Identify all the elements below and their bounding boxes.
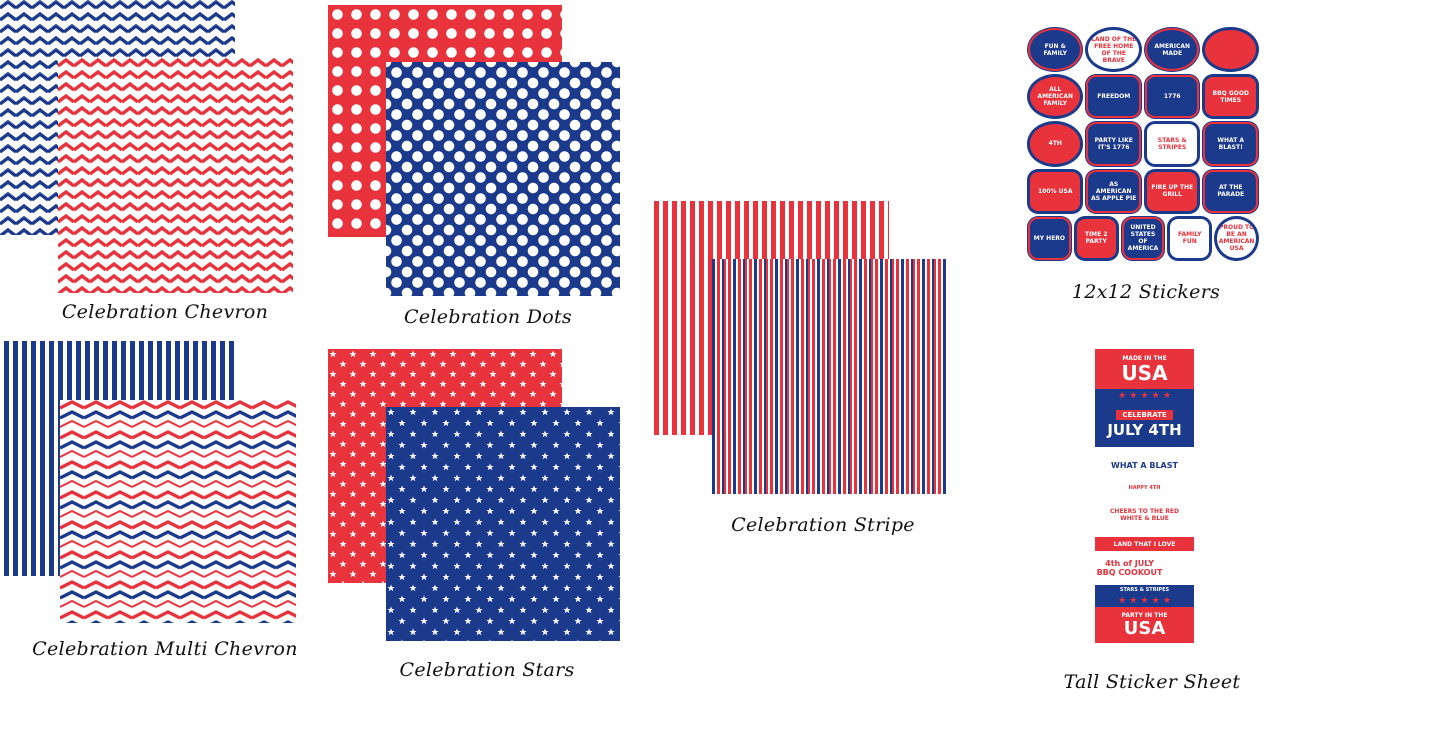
sticker-text: USA	[1121, 360, 1168, 385]
sticker: AT THE PARADE	[1203, 169, 1258, 213]
product-label-chevron: Celebration Chevron	[61, 301, 269, 323]
dots-blue-paper	[386, 62, 620, 296]
stars-blue-paper	[386, 407, 620, 641]
sticker: BBQ GOOD TIMES	[1203, 75, 1258, 119]
stripe-multi-paper	[712, 259, 947, 494]
sticker-text: CELEBRATE	[1116, 410, 1173, 420]
sticker-text: HAPPY 4TH	[1095, 483, 1194, 493]
product-label-stickers: 12x12 Stickers	[1071, 281, 1221, 303]
sticker-text: WHAT A BLAST	[1095, 447, 1194, 483]
sticker: 100% USA	[1028, 169, 1083, 213]
chevron-red-paper	[58, 58, 293, 293]
sticker-text: 4th of JULY BBQ COOKOUT	[1095, 551, 1194, 585]
sticker-text: PARTY IN THE	[1121, 611, 1168, 619]
sticker: AMERICAN MADE	[1144, 28, 1200, 72]
tall-sticker-sheet: MADE IN THE USA ★ ★ ★ ★ ★ CELEBRATE JULY…	[1095, 349, 1194, 643]
sticker: WHAT A BLAST!	[1203, 122, 1258, 166]
product-label-stripe: Celebration Stripe	[731, 514, 915, 536]
sticker: LAND OF THE FREE HOME OF THE BRAVE	[1086, 28, 1141, 72]
sticker-text: MADE IN THE	[1122, 354, 1167, 362]
sticker-text: LAND THAT I LOVE	[1095, 537, 1194, 551]
sticker-sheet-12x12: FUN & FAMILY LAND OF THE FREE HOME OF TH…	[1028, 28, 1258, 260]
sticker-text: STARS & STRIPES	[1119, 587, 1170, 593]
product-label-stars: Celebration Stars	[399, 659, 575, 681]
sticker: AS AMERICAN AS APPLE PIE	[1086, 169, 1141, 213]
sticker: FUN & FAMILY	[1028, 28, 1083, 72]
sticker-text: JULY 4TH	[1107, 421, 1182, 439]
sticker: FREEDOM	[1086, 75, 1141, 119]
product-label-dots: Celebration Dots	[404, 306, 572, 328]
product-label-multi-chevron: Celebration Multi Chevron	[32, 638, 298, 660]
sticker: STARS & STRIPES	[1144, 122, 1200, 166]
sticker: PARTY LIKE IT'S 1776	[1086, 122, 1141, 166]
multi-chevron-paper	[60, 400, 296, 623]
sticker: TIME 2 PARTY	[1074, 216, 1118, 260]
sticker	[1203, 28, 1258, 72]
sticker-text: USA	[1123, 617, 1166, 639]
sticker-text: CHEERS TO THE RED WHITE & BLUE	[1095, 493, 1194, 537]
product-label-tall-sticker-sheet: Tall Sticker Sheet	[1063, 671, 1241, 693]
sticker: PROUD TO BE AN AMERICAN USA	[1215, 216, 1258, 260]
sticker: 4TH	[1028, 122, 1083, 166]
sticker: MY HERO	[1028, 216, 1071, 260]
sticker: FAMILY FUN	[1168, 216, 1212, 260]
sticker: 1776	[1144, 75, 1200, 119]
sticker: UNITED STATES OF AMERICA	[1121, 216, 1165, 260]
sticker: ALL AMERICAN FAMILY	[1028, 75, 1083, 119]
sticker: FIRE UP THE GRILL	[1144, 169, 1200, 213]
